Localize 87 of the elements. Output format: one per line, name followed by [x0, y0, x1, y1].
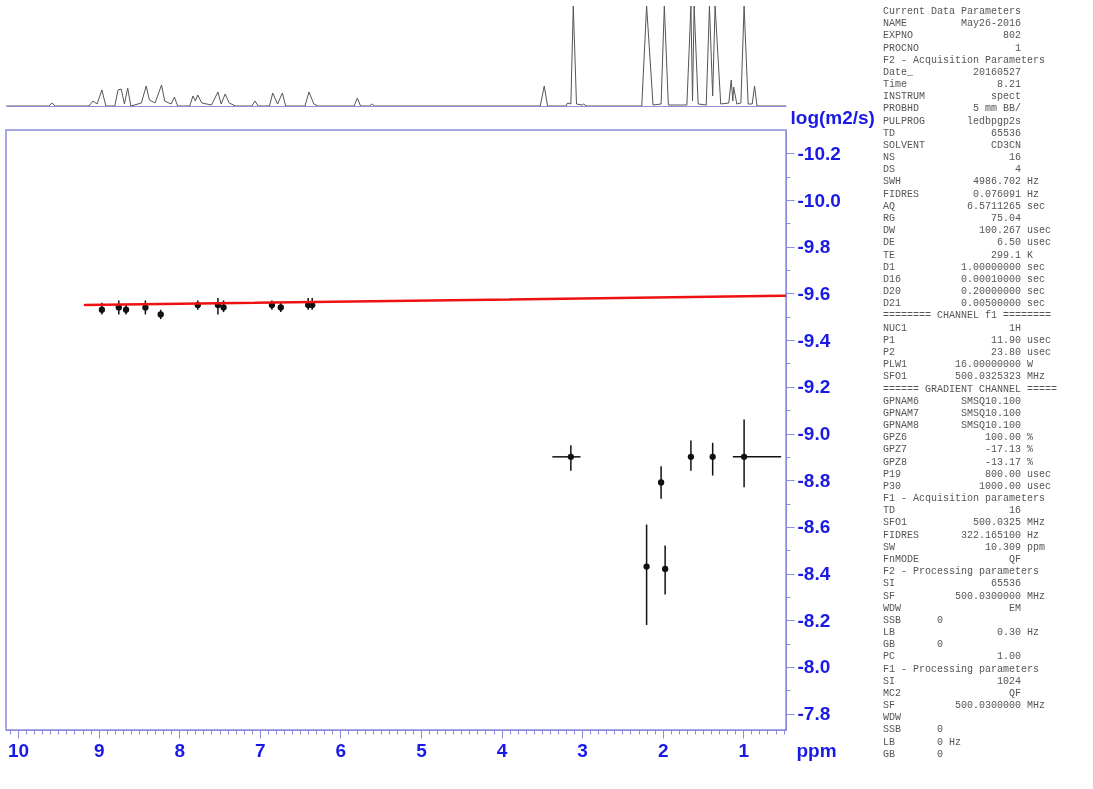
x-tick-label: 7 — [255, 739, 266, 761]
x-tick-label: 10 — [8, 739, 30, 761]
text: DS 4 — [883, 164, 1022, 176]
text: GPNAM8 SMSQ10.100 — [883, 420, 1022, 432]
text: AQ 6.5711265 sec — [883, 200, 1046, 212]
text: SSB 0 — [883, 614, 944, 626]
text: PLW1 16.00000000 W — [883, 359, 1034, 371]
text: TE 299.1 K — [883, 249, 1034, 261]
y-tick-label: -8.4 — [797, 563, 831, 585]
text: PROCNO 1 — [883, 42, 1022, 54]
text: F1 - Acquisition parameters — [883, 493, 1046, 505]
x-tick-label: 2 — [657, 739, 669, 761]
text: GPNAM6 SMSQ10.100 — [883, 395, 1022, 407]
text: NS 16 — [883, 152, 1022, 164]
text: GPNAM7 SMSQ10.100 — [883, 407, 1022, 419]
text: NAME May26-2016 — [883, 18, 1022, 30]
text: GPZ8 -13.17 % — [883, 456, 1034, 468]
text: FIDRES 0.076091 Hz — [883, 188, 1040, 200]
x-tick-label: 6 — [335, 739, 347, 761]
y-axis-title: log(m2/s) — [790, 106, 875, 128]
text: P19 800.00 usec — [883, 468, 1052, 480]
text: ======== CHANNEL f1 ======== — [883, 310, 1052, 322]
text: SW 10.309 ppm — [883, 541, 1046, 553]
y-tick-label: -8.2 — [797, 609, 831, 631]
text: GPZ6 100.00 % — [883, 432, 1034, 444]
y-tick-label: -10.2 — [797, 142, 841, 164]
text: SF 500.0300000 MHz — [883, 590, 1046, 602]
text: SF 500.0300000 MHz — [883, 700, 1046, 712]
text: PULPROG ledbpgp2s — [883, 115, 1022, 127]
text: D20 0.20000000 sec — [883, 286, 1046, 298]
x-axis-title: ppm — [796, 739, 837, 761]
text: GB 0 — [883, 748, 944, 760]
y-tick-label: -9.2 — [797, 376, 831, 398]
text: WDW — [883, 712, 902, 724]
text: F2 - Acquisition Parameters — [883, 54, 1046, 66]
text: PC 1.00 — [883, 651, 1022, 663]
text: MC2 QF — [883, 687, 1022, 699]
text: SI 1024 — [883, 675, 1022, 687]
x-tick-label: 5 — [416, 739, 428, 761]
y-tick-label: -9.8 — [797, 236, 831, 258]
text: FIDRES 322.165100 Hz — [883, 529, 1040, 541]
y-tick-label: -10.0 — [797, 189, 841, 211]
x-tick-label: 4 — [496, 739, 508, 761]
text: D16 0.00010000 sec — [883, 273, 1046, 285]
text: D1 1.00000000 sec — [883, 261, 1046, 273]
text: WDW EM — [883, 602, 1022, 614]
text: SOLVENT CD3CN — [883, 139, 1022, 151]
text: DW 100.267 usec — [883, 225, 1052, 237]
x-tick-label: 9 — [93, 739, 105, 761]
text: NUC1 1H — [883, 322, 1022, 334]
text: ====== GRADIENT CHANNEL ===== — [883, 383, 1058, 395]
text: FnMODE QF — [883, 553, 1022, 565]
text: P2 23.80 usec — [883, 346, 1052, 358]
text: TD 65536 — [883, 127, 1022, 139]
text: F1 - Processing parameters — [883, 663, 1040, 675]
text: P1 11.90 usec — [883, 334, 1052, 346]
text: SFO1 500.0325 MHz — [883, 517, 1046, 529]
y-tick-label: -8.8 — [797, 469, 831, 491]
text: SI 65536 — [883, 578, 1022, 590]
y-tick-label: -9.6 — [797, 282, 831, 304]
text: GB 0 — [883, 639, 944, 651]
text: D21 0.00500000 sec — [883, 298, 1046, 310]
text: SWH 4986.702 Hz — [883, 176, 1040, 188]
text: P30 1000.00 usec — [883, 480, 1052, 492]
y-tick-label: -9.4 — [797, 329, 831, 351]
text: Date_ 20160527 — [883, 66, 1022, 78]
y-tick-label: -8.6 — [797, 516, 831, 538]
text: SFO1 500.0325323 MHz — [883, 371, 1046, 383]
x-tick-label: 3 — [577, 739, 588, 761]
text: SSB 0 — [883, 724, 944, 736]
text: Current Data Parameters — [883, 6, 1022, 17]
text: LB 0 Hz — [883, 736, 962, 748]
x-tick-label: 8 — [174, 739, 186, 761]
y-tick-label: -9.0 — [797, 423, 831, 444]
text: EXPNO 802 — [883, 30, 1022, 42]
text: INSTRUM spect — [883, 91, 1022, 103]
x-tick-label: 1 — [738, 739, 750, 761]
text: GPZ7 -17.13 % — [883, 444, 1034, 456]
y-tick-label: -8.0 — [797, 656, 831, 678]
text: RG 75.04 — [883, 213, 1022, 225]
text: TD 16 — [883, 505, 1022, 517]
text: PROBHD 5 mm BB/ — [883, 103, 1022, 115]
text: Time 8.21 — [883, 79, 1022, 91]
y-tick-label: -7.8 — [797, 703, 831, 725]
text: DE 6.50 usec — [883, 237, 1052, 249]
text: F2 - Processing parameters — [883, 566, 1040, 578]
text: LB 0.30 Hz — [883, 627, 1040, 639]
